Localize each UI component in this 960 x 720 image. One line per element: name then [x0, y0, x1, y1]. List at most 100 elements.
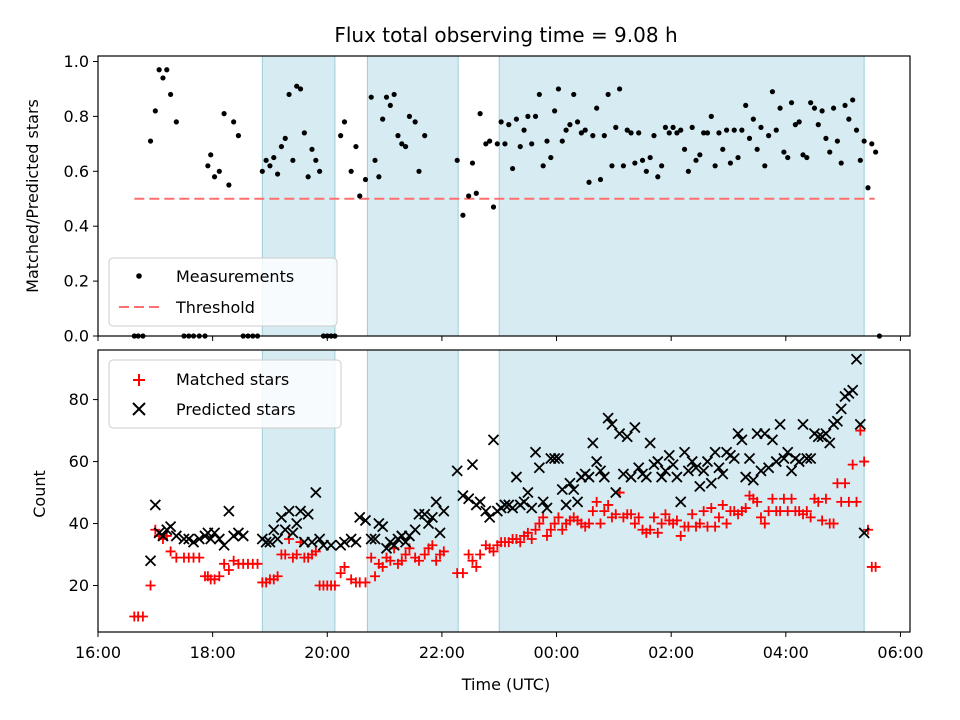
matched-star-point: [165, 546, 176, 557]
measurement-point: [525, 113, 531, 119]
top-shaded-intervals: [261, 55, 865, 337]
legend-measurements-marker: [136, 273, 142, 279]
predicted-star-point: [213, 533, 225, 545]
predicted-star-point: [617, 468, 630, 480]
measurement-point: [785, 154, 791, 161]
matched-star-point: [219, 558, 230, 569]
predicted-star-point: [237, 530, 249, 542]
measurement-point: [286, 91, 292, 98]
matched-star-point: [759, 518, 770, 529]
predicted-star-point: [774, 418, 786, 431]
predicted-star-point: [480, 505, 492, 517]
bottom-x-ticks: 16:00 18:00 20:00 22:00 00:00 02:00 04:00 06:00: [75, 632, 924, 662]
predicted-star-point: [587, 437, 599, 449]
measurement-point: [727, 160, 734, 166]
matched-star-point: [713, 512, 724, 523]
predicted-star-point: [598, 471, 610, 483]
predicted-star-point: [743, 452, 756, 465]
top-panel: 0.0 0.2 0.4 0.6 0.8 1.0 Flux total observing …: [23, 23, 911, 346]
predicted-star-point: [564, 477, 576, 489]
bottom-plot-frame: [97, 349, 911, 633]
predicted-star-point: [560, 499, 572, 511]
matched-star-point: [145, 580, 156, 591]
predicted-star-point: [338, 536, 351, 548]
matched-star-point: [400, 549, 411, 560]
measurement-point: [208, 152, 214, 158]
predicted-star-point: [359, 514, 372, 527]
measurement-point: [697, 152, 703, 158]
matched-star-point: [645, 524, 656, 535]
measurement-point: [376, 174, 382, 180]
shaded-interval: [498, 55, 865, 337]
measurement-point: [586, 179, 592, 185]
predicted-star-point: [694, 480, 706, 492]
predicted-star-point: [671, 471, 683, 483]
y-tick-label: 0.2: [64, 272, 89, 291]
measurement-point: [259, 168, 265, 174]
measurement-point: [290, 157, 296, 163]
matched-star-point: [813, 496, 824, 507]
matched-star-point: [335, 568, 346, 579]
measurement-point: [353, 143, 359, 150]
predicted-star-point: [271, 533, 284, 545]
measurement-point: [309, 146, 315, 152]
measurement-point: [341, 119, 348, 125]
predicted-star-point: [621, 431, 633, 443]
x-axis-label: Time (UTC): [461, 675, 550, 694]
predicted-star-point: [747, 474, 759, 486]
predicted-star-point: [552, 452, 565, 465]
x-tick-label: 06:00: [877, 643, 923, 662]
measurement-point: [399, 141, 405, 147]
predicted-star-point: [690, 462, 702, 474]
measurement-point: [490, 204, 497, 210]
predicted-star-point: [457, 490, 469, 502]
y-tick-label: 60: [69, 452, 89, 471]
predicted-star-point: [164, 521, 177, 533]
measurement-point: [231, 119, 237, 125]
bottom-legend: Matched stars Predicted stars: [108, 359, 342, 429]
measurement-point: [483, 141, 489, 147]
measurement-point: [636, 130, 642, 136]
y-tick-label: 40: [69, 514, 89, 533]
measurement-point: [838, 160, 844, 166]
matched-star-point: [463, 549, 474, 560]
measurement-point: [819, 108, 825, 114]
predicted-star-point: [824, 437, 836, 449]
measurement-point: [827, 149, 833, 155]
predicted-star-point: [518, 496, 530, 508]
predicted-star-point: [430, 496, 442, 508]
predicted-star-point: [369, 533, 381, 545]
predicted-star-point: [594, 465, 607, 477]
predicted-star-point: [537, 496, 549, 508]
measurement-point: [811, 105, 818, 111]
predicted-star-point: [466, 459, 479, 471]
y-tick-label: 1.0: [64, 52, 89, 71]
predicted-star-point: [187, 536, 200, 548]
shaded-interval: [366, 55, 459, 337]
predicted-star-point: [778, 452, 790, 465]
predicted-star-point: [805, 452, 817, 465]
predicted-star-point: [728, 452, 740, 465]
predicted-star-point: [499, 499, 511, 511]
measurement-point: [521, 127, 527, 133]
measurement-point: [613, 124, 619, 130]
matched-star-point: [370, 571, 381, 582]
measurement-point: [639, 157, 646, 163]
matched-star-point: [595, 518, 606, 529]
predicted-star-point: [144, 555, 157, 567]
measurement-point: [850, 97, 856, 103]
measurement-point: [735, 154, 741, 161]
predicted-star-point: [812, 431, 824, 443]
measurement-point: [160, 75, 166, 81]
predicted-star-point: [451, 465, 463, 477]
measurement-point: [743, 102, 749, 109]
matched-star-point: [694, 518, 705, 529]
predicted-star-point: [850, 353, 863, 365]
measurement-point: [601, 133, 607, 139]
x-tick-label: 00:00: [533, 643, 579, 662]
measurement-point: [529, 141, 535, 147]
predicted-star-point: [419, 508, 431, 520]
predicted-star-point: [354, 511, 366, 523]
matched-star-point: [675, 530, 686, 541]
measurement-point: [506, 122, 512, 128]
